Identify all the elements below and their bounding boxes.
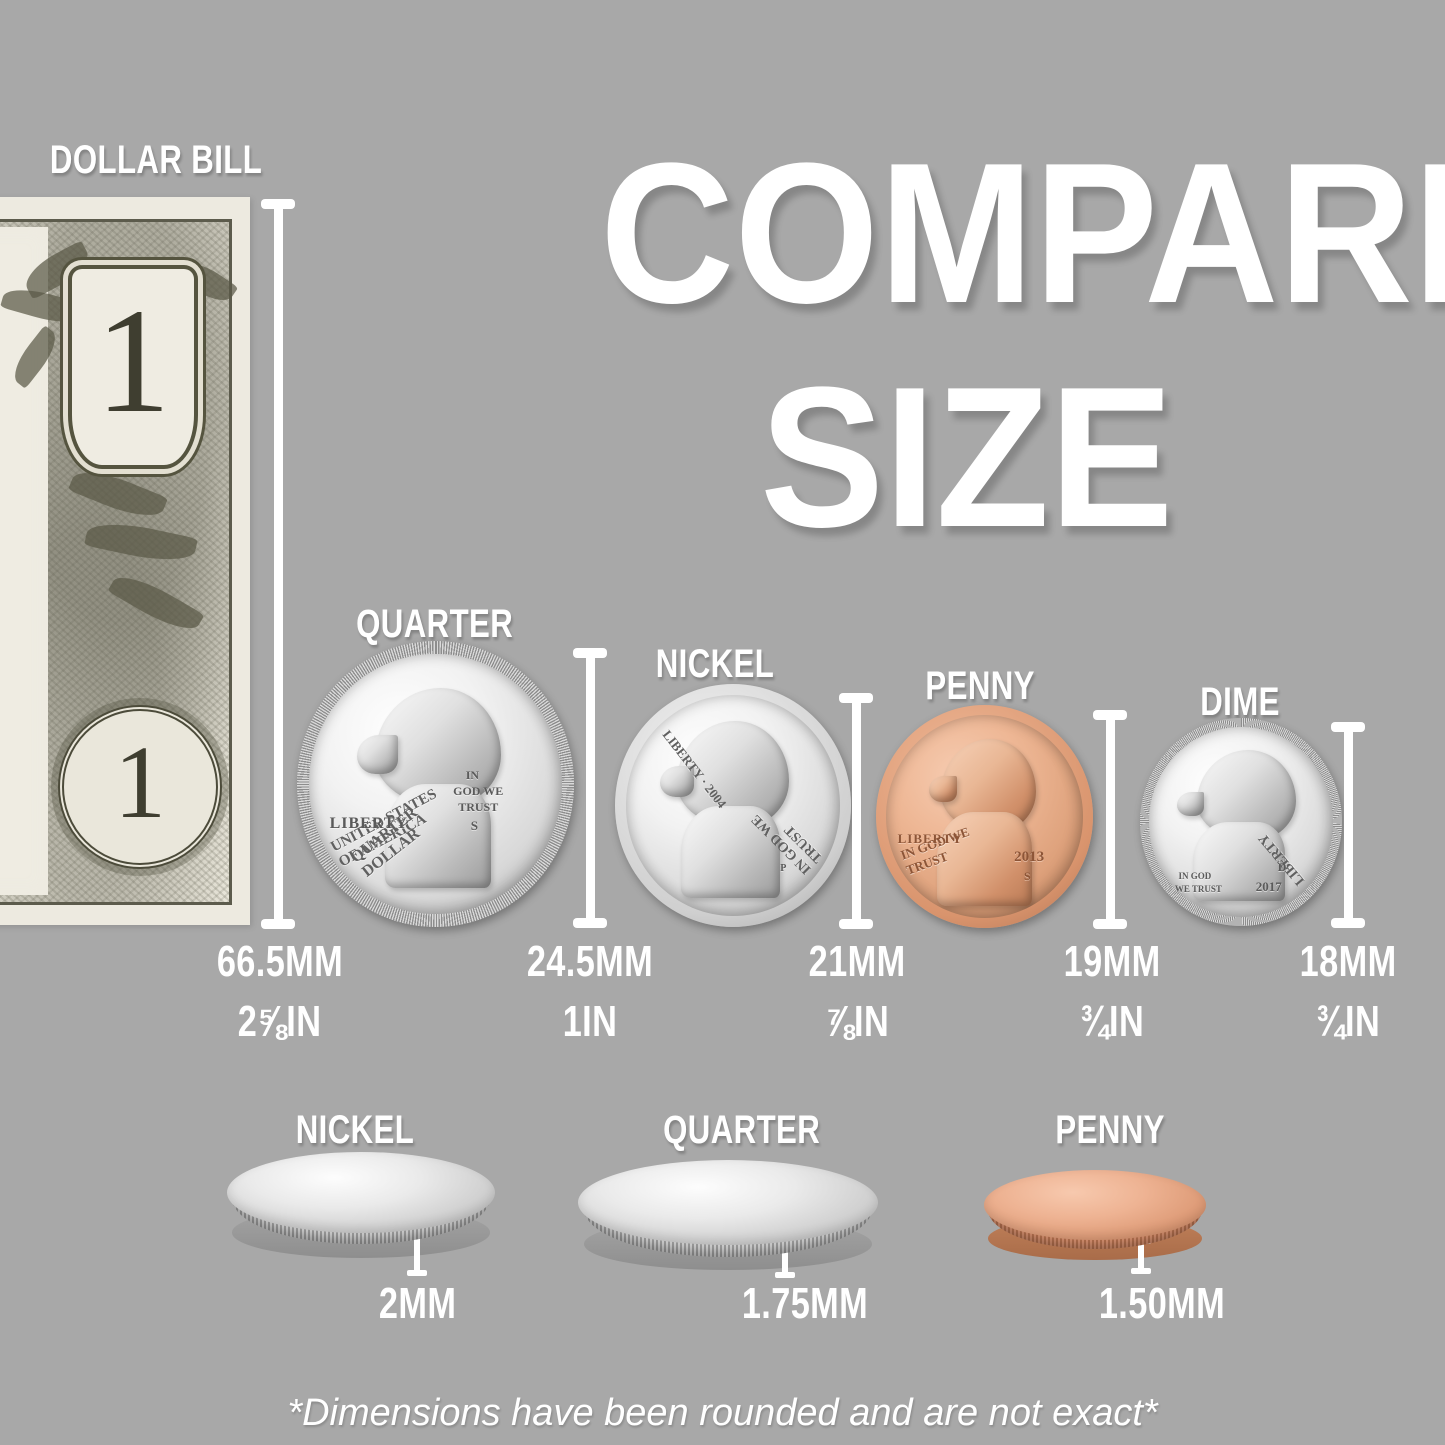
coin-field: UNITED STATES OF AMERICA QUARTER DOLLAR … xyxy=(309,653,562,915)
coin-year: 2013 xyxy=(1014,848,1045,865)
coin-penny-face: IN GOD WE TRUST LIBERTY 2013 S xyxy=(876,705,1093,928)
coin-mint-mark: D xyxy=(1277,859,1287,874)
page-title-line2: SIZE xyxy=(760,346,1174,569)
label-quarter-edge: QUARTER xyxy=(663,1108,821,1152)
coin-penny-edge xyxy=(984,1170,1206,1264)
measure-inch-nickel: ⅞IN xyxy=(824,997,890,1046)
bust-nose-shape xyxy=(357,734,398,774)
coin-quarter-face: UNITED STATES OF AMERICA QUARTER DOLLAR … xyxy=(297,641,574,927)
coin-field: LIBERTY IN GOD WE TRUST 2017 D xyxy=(1149,727,1333,917)
coin-dime-face: LIBERTY IN GOD WE TRUST 2017 D xyxy=(1140,718,1342,926)
label-nickel: NICKEL xyxy=(655,642,775,686)
measure-bar-penny xyxy=(1090,710,1130,929)
coin-nickel-edge xyxy=(227,1152,495,1262)
coin-motto-line2: GOD WE xyxy=(453,784,504,798)
label-penny: PENNY xyxy=(925,664,1035,708)
coin-edge-top-face xyxy=(578,1160,878,1246)
measure-bar-dime xyxy=(1328,722,1368,928)
coin-arc-text-right: LIBERTY · 2004 xyxy=(659,726,730,811)
coin-mint-mark: S xyxy=(1024,869,1031,884)
coin-motto-line3: TRUST xyxy=(458,799,499,814)
bust-nose-shape xyxy=(1176,791,1205,817)
coin-liberty-text: LIBERTY xyxy=(897,830,963,846)
bill-plate-code: II 67 xyxy=(0,659,2,685)
measure-bar-dollar-bill xyxy=(258,199,298,929)
coin-motto-line1: IN xyxy=(465,768,480,783)
coin-field: IN GOD WE TRUST LIBERTY 2013 S xyxy=(885,715,1084,918)
label-nickel-edge: NICKEL xyxy=(295,1108,415,1152)
measure-inch-penny: ¾IN xyxy=(1079,997,1145,1046)
measure-inch-dollar-bill: 2⅝IN xyxy=(238,997,322,1046)
label-quarter: QUARTER xyxy=(356,602,514,646)
bust-neck-shape xyxy=(1193,822,1286,902)
label-penny-edge: PENNY xyxy=(1055,1108,1165,1152)
measure-inch-dime: ¾IN xyxy=(1315,997,1381,1046)
coin-edge-top-face xyxy=(227,1152,495,1234)
coin-motto-line2: WE TRUST xyxy=(1174,884,1222,895)
bill-light-panel xyxy=(0,227,48,895)
coin-liberty-text: LIBERTY xyxy=(329,815,409,833)
coin-year: 2017 xyxy=(1255,878,1282,894)
bust-nose-shape xyxy=(929,775,957,803)
footnote-disclaimer: *Dimensions have been rounded and are no… xyxy=(287,1392,1158,1434)
measure-thickness-quarter: 1.75MM xyxy=(741,1279,869,1328)
measure-mm-nickel: 21MM xyxy=(808,937,906,986)
label-dime: DIME xyxy=(1200,680,1280,724)
coin-arc-text-top: IN GOD WE TRUST xyxy=(898,823,971,878)
measure-bar-quarter xyxy=(570,648,610,928)
measure-mm-penny: 19MM xyxy=(1063,937,1161,986)
coin-field: IN GOD WE TRUST LIBERTY · 2004 P xyxy=(625,694,841,917)
coin-nickel-face: IN GOD WE TRUST LIBERTY · 2004 P xyxy=(615,684,851,927)
measure-mm-dime: 18MM xyxy=(1299,937,1397,986)
bust-neck-shape xyxy=(937,812,1032,906)
dollar-bill-image: 1 1 2 II 67 2 xyxy=(0,197,250,925)
bust-neck-shape xyxy=(681,805,781,899)
coin-mint-mark: P xyxy=(780,863,787,874)
measure-mm-dollar-bill: 66.5MM xyxy=(216,937,344,986)
coin-quarter-edge xyxy=(578,1160,878,1275)
bill-large-numeral: 1 xyxy=(68,265,198,469)
measure-thickness-nickel: 2MM xyxy=(379,1279,457,1328)
coin-arc-text-bottom: QUARTER DOLLAR xyxy=(347,804,423,881)
coin-edge-top-face xyxy=(984,1170,1206,1240)
bust-neck-shape xyxy=(385,784,491,889)
measure-inch-quarter: 1IN xyxy=(562,997,618,1046)
bill-seal-numeral: 1 xyxy=(58,705,222,869)
page-title-line1: COMPARE xyxy=(600,122,1445,345)
bust-nose-shape xyxy=(659,765,695,797)
measure-mm-quarter: 24.5MM xyxy=(526,937,654,986)
label-dollar-bill: DOLLAR BILL xyxy=(49,138,263,182)
coin-mint-mark: S xyxy=(470,817,479,833)
measure-bar-nickel xyxy=(836,693,876,929)
measure-thickness-penny: 1.50MM xyxy=(1098,1279,1226,1328)
coin-motto-line1: IN GOD xyxy=(1178,871,1212,882)
